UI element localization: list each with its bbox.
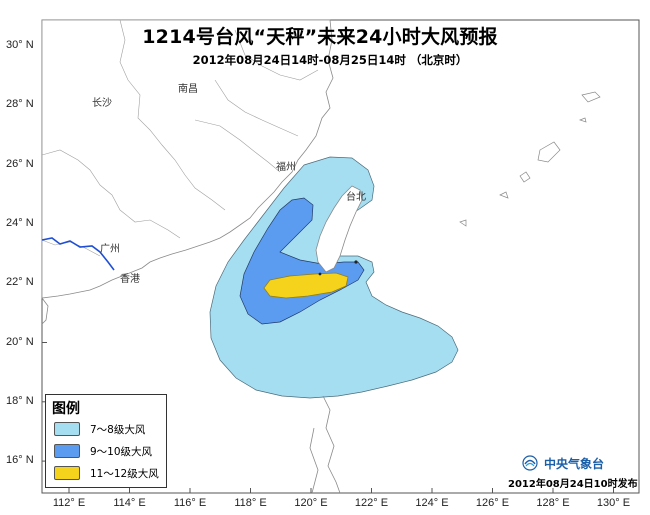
legend-swatch-11-12	[54, 466, 80, 480]
longitude-label: 112° E	[52, 497, 86, 509]
map-subtitle: 2012年08月24日14时-08月25日14时 （北京时）	[192, 53, 468, 67]
leizhou-peninsula	[41, 297, 49, 325]
city-label-nanchang: 南昌	[178, 84, 198, 95]
pearl-river	[41, 237, 115, 271]
latitude-label: 24° N	[6, 216, 34, 229]
city-label-taipei: 台北	[346, 192, 366, 203]
taiwan-island	[315, 185, 363, 273]
longitude-label: 128° E	[536, 497, 570, 509]
legend-swatch-9-10	[54, 444, 80, 458]
legend-swatch-7-8	[54, 422, 80, 436]
latitude-label: 20° N	[6, 335, 34, 348]
longitude-label: 130° E	[596, 497, 631, 509]
cma-logo-icon	[522, 455, 538, 471]
longitude-label: 124° E	[415, 497, 449, 509]
longitude-label: 120° E	[294, 497, 328, 509]
longitude-label: 126° E	[475, 497, 510, 509]
city-label-fuzhou: 福州	[276, 162, 296, 173]
city-label-guangzhou: 广州	[100, 244, 120, 255]
mainland-coastline	[41, 19, 334, 299]
map-title: 1214号台风“天秤”未来24小时大风预报	[142, 26, 498, 48]
longitude-label: 118° E	[234, 497, 267, 509]
agency-name: 中央气象台	[544, 457, 605, 471]
issue-time: 2012年08月24日10时发布	[508, 479, 638, 490]
legend-label-11-12: 11～12级大风	[90, 468, 159, 480]
typhoon-center-point	[354, 260, 358, 264]
latitude-label: 28° N	[6, 98, 34, 111]
latitude-label: 16° N	[6, 454, 34, 467]
map-legend: 图例 7～8级大风 9～10级大风 11～12级大风	[45, 394, 167, 488]
city-label-changsha: 长沙	[92, 98, 112, 109]
typhoon-forecast-point	[318, 272, 322, 276]
latitude-label: 18° N	[6, 394, 34, 407]
ryukyu-islands	[459, 91, 601, 227]
city-label-hongkong: 香港	[120, 274, 140, 285]
longitude-label: 116° E	[173, 497, 207, 509]
province-boundaries	[41, 19, 319, 257]
latitude-label: 22° N	[6, 276, 34, 289]
luzon-island	[309, 395, 341, 494]
longitude-label: 122° E	[354, 497, 389, 509]
longitude-label: 114° E	[113, 497, 146, 509]
gale-zone-11-12	[263, 272, 349, 299]
latitude-label: 26° N	[6, 157, 34, 170]
legend-title: 图例	[52, 401, 80, 417]
legend-label-7-8: 7～8级大风	[90, 424, 146, 436]
latitude-label: 30° N	[6, 39, 34, 51]
legend-label-9-10: 9～10级大风	[90, 446, 153, 458]
